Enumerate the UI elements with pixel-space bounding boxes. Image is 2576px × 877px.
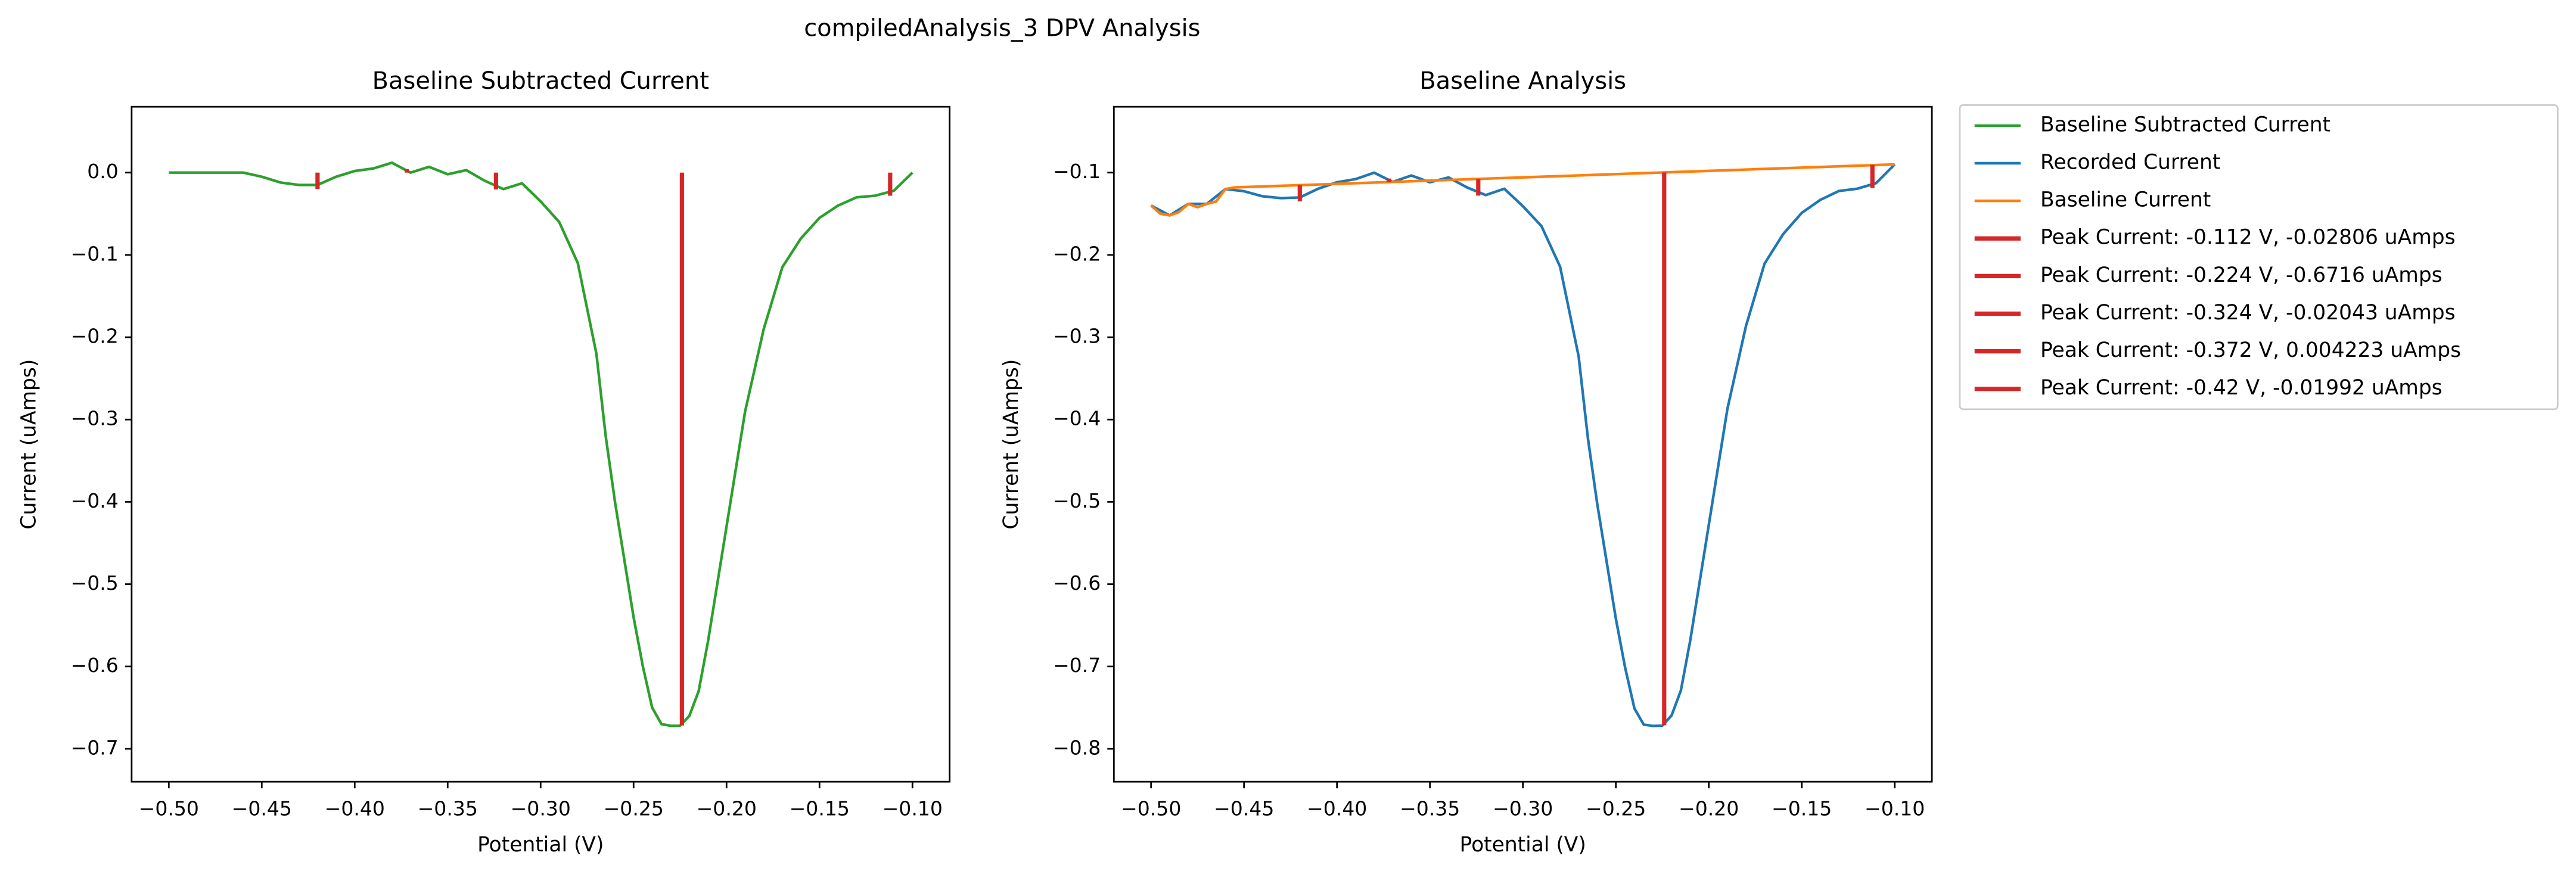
x-tick-label: −0.25 xyxy=(604,797,664,820)
x-tick-label: −0.30 xyxy=(511,797,571,820)
y-tick-label: −0.4 xyxy=(1053,407,1101,430)
figure-title: compiledAnalysis_3 DPV Analysis xyxy=(804,15,1200,42)
y-tick-label: −0.3 xyxy=(1053,325,1101,348)
data-line xyxy=(1150,163,1895,217)
y-tick-label: −0.7 xyxy=(71,736,119,759)
x-tick-label: −0.45 xyxy=(232,797,292,820)
x-tick-label: −0.35 xyxy=(1400,797,1460,820)
y-tick-label: −0.5 xyxy=(71,571,119,595)
x-tick-label: −0.50 xyxy=(1121,797,1181,820)
y-tick-label: −0.2 xyxy=(71,325,119,348)
legend-label: Peak Current: -0.224 V, -0.6716 uAmps xyxy=(2040,263,2443,287)
y-tick-label: −0.6 xyxy=(1053,571,1101,595)
data-line xyxy=(169,161,913,727)
y-axis-label: Current (uAmps) xyxy=(17,359,41,530)
x-tick-label: −0.40 xyxy=(325,797,385,820)
y-tick-label: −0.7 xyxy=(1053,654,1101,677)
legend-label: Baseline Subtracted Current xyxy=(2040,113,2330,136)
x-tick-label: −0.45 xyxy=(1214,797,1274,820)
axes-title: Baseline Analysis xyxy=(1419,67,1626,95)
y-tick-label: −0.4 xyxy=(71,489,119,512)
y-tick-label: 0.0 xyxy=(87,160,119,183)
legend-label: Peak Current: -0.42 V, -0.01992 uAmps xyxy=(2040,376,2443,400)
x-tick-label: −0.10 xyxy=(883,797,943,820)
x-tick-label: −0.30 xyxy=(1493,797,1553,820)
y-tick-label: −0.5 xyxy=(1053,489,1101,512)
y-tick-label: −0.2 xyxy=(1053,242,1101,265)
x-tick-label: −0.15 xyxy=(790,797,850,820)
legend-label: Peak Current: -0.372 V, 0.004223 uAmps xyxy=(2040,338,2461,362)
legend-label: Peak Current: -0.324 V, -0.02043 uAmps xyxy=(2040,301,2456,325)
x-tick-label: −0.20 xyxy=(697,797,757,820)
y-axis-label: Current (uAmps) xyxy=(999,359,1023,530)
y-tick-label: −0.8 xyxy=(1053,736,1101,759)
legend-label: Peak Current: -0.112 V, -0.02806 uAmps xyxy=(2040,226,2456,250)
x-tick-label: −0.10 xyxy=(1865,797,1925,820)
y-tick-label: −0.1 xyxy=(1053,160,1101,183)
y-tick-label: −0.3 xyxy=(71,407,119,430)
x-axis-label: Potential (V) xyxy=(477,833,604,857)
y-tick-label: −0.6 xyxy=(71,654,119,677)
legend-label: Recorded Current xyxy=(2040,151,2220,175)
x-tick-label: −0.40 xyxy=(1307,797,1367,820)
x-tick-label: −0.15 xyxy=(1772,797,1832,820)
legend-label: Baseline Current xyxy=(2040,188,2211,212)
data-line xyxy=(1150,163,1896,727)
x-tick-label: −0.50 xyxy=(139,797,199,820)
x-tick-label: −0.25 xyxy=(1586,797,1646,820)
axes-title: Baseline Subtracted Current xyxy=(372,67,709,95)
x-axis-label: Potential (V) xyxy=(1460,833,1586,857)
y-tick-label: −0.1 xyxy=(71,242,119,265)
x-tick-label: −0.20 xyxy=(1679,797,1739,820)
x-tick-label: −0.35 xyxy=(418,797,478,820)
legend-box xyxy=(1959,104,2559,410)
